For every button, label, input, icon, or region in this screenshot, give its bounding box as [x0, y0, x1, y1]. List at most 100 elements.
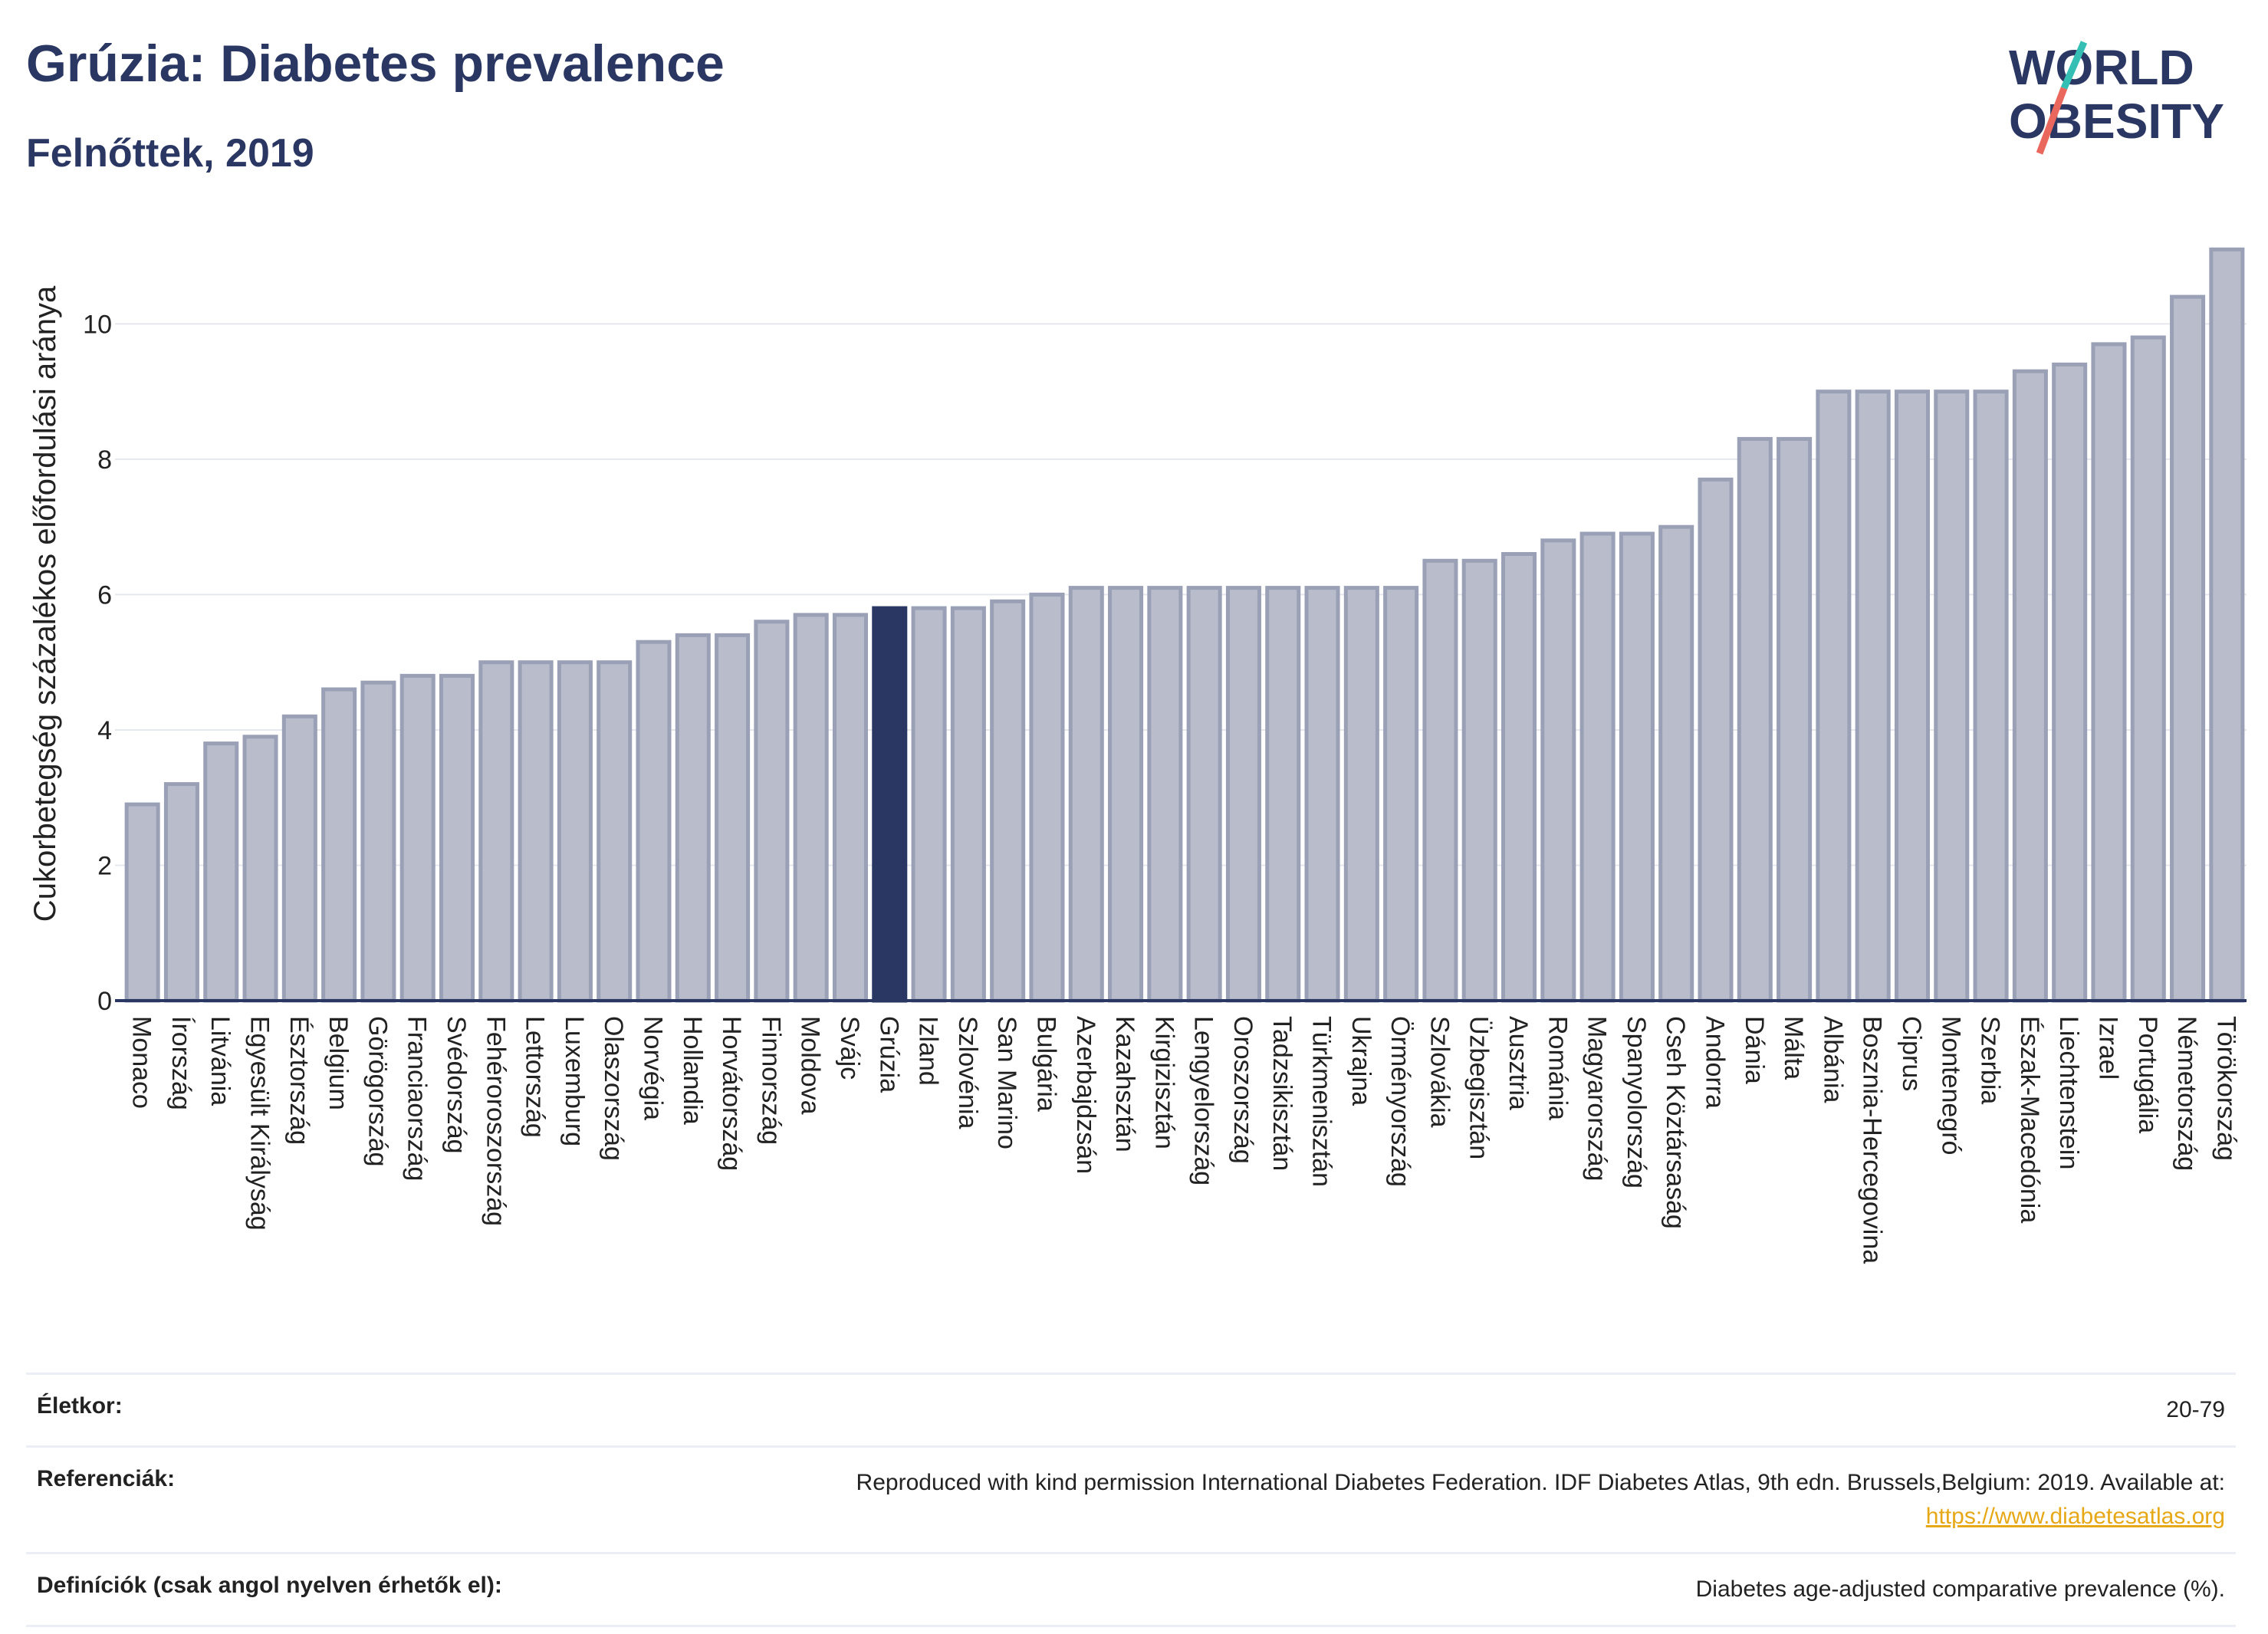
references-label: Referenciák: [37, 1466, 176, 1491]
x-tick-label: Norvégia [639, 1016, 668, 1120]
x-tick-label: San Marino [992, 1016, 1021, 1149]
bar[interactable] [1265, 586, 1301, 1003]
bar[interactable] [2052, 362, 2088, 1003]
age-value: 20-79 [2166, 1397, 2225, 1422]
bar[interactable] [439, 673, 475, 1003]
bar[interactable] [1894, 390, 1930, 1003]
x-tick-label: Olaszország [599, 1016, 628, 1161]
x-tick-label: Ukrajna [1346, 1016, 1376, 1106]
logo-slash-coral [2036, 87, 2068, 155]
bar-chart: 0 2 4 6 8 10 Cukorbetegség százalékos előfordu… [28, 247, 2247, 1264]
x-tick-label: Franciaország [403, 1016, 432, 1181]
x-tick-label: Svájc [835, 1016, 864, 1080]
x-tick-label: Finnország [756, 1016, 785, 1145]
x-tick-label: Fehéroroszország [481, 1016, 510, 1226]
bar[interactable] [1619, 531, 1655, 1003]
bar[interactable] [1698, 477, 1734, 1003]
bar[interactable] [399, 673, 436, 1003]
bar[interactable] [1816, 390, 1852, 1003]
x-tick-label: Szerbia [1976, 1016, 2005, 1104]
bar[interactable] [2130, 335, 2166, 1003]
x-tick-label: Egyesült Királyság [245, 1016, 274, 1231]
references-link[interactable]: https://www.diabetesatlas.org [1925, 1504, 2225, 1529]
references-text: Reproduced with kind permission Internat… [856, 1470, 2225, 1495]
bar[interactable] [1501, 551, 1537, 1003]
bar[interactable] [2209, 247, 2245, 1003]
x-tick-label: Bosznia-Hercegovina [1858, 1016, 1887, 1264]
bar[interactable] [1343, 586, 1379, 1003]
bar[interactable] [321, 687, 357, 1003]
bar[interactable] [1855, 390, 1891, 1003]
bar[interactable] [950, 606, 986, 1003]
bar[interactable] [1934, 390, 1970, 1003]
bar[interactable] [1147, 586, 1183, 1003]
y-tick-label: 8 [97, 445, 112, 475]
bar[interactable] [281, 714, 317, 1003]
info-row-references: Referenciák: Reproduced with kind permis… [26, 1445, 2236, 1552]
x-tick-label: Tadzsikisztán [1267, 1016, 1297, 1171]
x-tick-label: Örményország [1385, 1016, 1415, 1187]
bar[interactable] [1658, 524, 1694, 1003]
bar[interactable] [754, 620, 790, 1003]
x-tick-label: Albánia [1818, 1016, 1847, 1103]
world-obesity-logo[interactable]: WORLD OBESITY [1994, 23, 2254, 169]
bar[interactable] [1579, 531, 1616, 1003]
bar[interactable] [1225, 586, 1261, 1003]
bar[interactable] [360, 680, 396, 1003]
bar[interactable] [715, 633, 751, 1003]
x-tick-label: Oroszország [1228, 1016, 1257, 1164]
x-tick-label: Lettország [521, 1016, 550, 1138]
bar[interactable] [1186, 586, 1222, 1003]
bar[interactable] [793, 613, 829, 1003]
x-tick-label: Hollandia [678, 1016, 707, 1125]
x-tick-label: Németország [2172, 1016, 2201, 1171]
x-tick-label: Észak-Macedónia [2015, 1016, 2044, 1223]
bar[interactable] [636, 639, 672, 1003]
x-tick-label: Görögország [363, 1016, 392, 1167]
page-title: Grúzia: Diabetes prevalence [26, 35, 725, 93]
bar[interactable] [1461, 558, 1497, 1003]
bar[interactable] [832, 613, 869, 1003]
references-value: Reproduced with kind permission Internat… [856, 1466, 2225, 1534]
logo-slash-teal [2060, 41, 2088, 90]
x-tick-label: Üzbegisztán [1464, 1016, 1494, 1159]
bar[interactable] [1737, 436, 1773, 1003]
x-tick-label: Montenegró [1936, 1016, 1965, 1155]
bar[interactable] [1068, 586, 1104, 1003]
x-tick-label: Litvánia [205, 1016, 235, 1106]
bar[interactable] [990, 599, 1026, 1003]
bar[interactable] [1422, 558, 1458, 1003]
bar[interactable] [1383, 586, 1419, 1003]
bar[interactable] [675, 633, 711, 1003]
bar[interactable] [1029, 592, 1065, 1003]
x-tick-label: Monaco [127, 1016, 156, 1109]
y-tick-label: 6 [97, 580, 112, 610]
bar[interactable] [872, 606, 908, 1003]
bar[interactable] [1973, 390, 2009, 1003]
x-tick-label: Moldova [796, 1016, 825, 1115]
page-subtitle: Felnőttek, 2019 [26, 131, 314, 176]
bar[interactable] [557, 660, 593, 1003]
x-tick-label: Szlovákia [1425, 1016, 1454, 1128]
x-tick-label: Lengyelország [1189, 1016, 1218, 1185]
bar[interactable] [2091, 342, 2127, 1003]
x-tick-label: Dánia [1740, 1016, 1769, 1084]
bar[interactable] [2170, 294, 2206, 1003]
bar[interactable] [242, 735, 278, 1003]
definitions-label: Definíciók (csak angol nyelven érhetők e… [37, 1573, 502, 1598]
bar[interactable] [518, 660, 554, 1003]
bar[interactable] [597, 660, 633, 1003]
bar[interactable] [163, 782, 199, 1003]
bar[interactable] [1540, 538, 1576, 1003]
bar[interactable] [911, 606, 947, 1003]
bar[interactable] [2012, 369, 2048, 1003]
bar[interactable] [1304, 586, 1340, 1003]
bar[interactable] [203, 741, 239, 1003]
x-tick-label: Málta [1779, 1016, 1808, 1080]
bar[interactable] [124, 802, 160, 1003]
bar[interactable] [478, 660, 514, 1003]
bar[interactable] [1108, 586, 1144, 1003]
y-tick-label: 0 [97, 987, 112, 1016]
bar[interactable] [1777, 436, 1813, 1003]
x-tick-label: Belgium [324, 1016, 353, 1110]
